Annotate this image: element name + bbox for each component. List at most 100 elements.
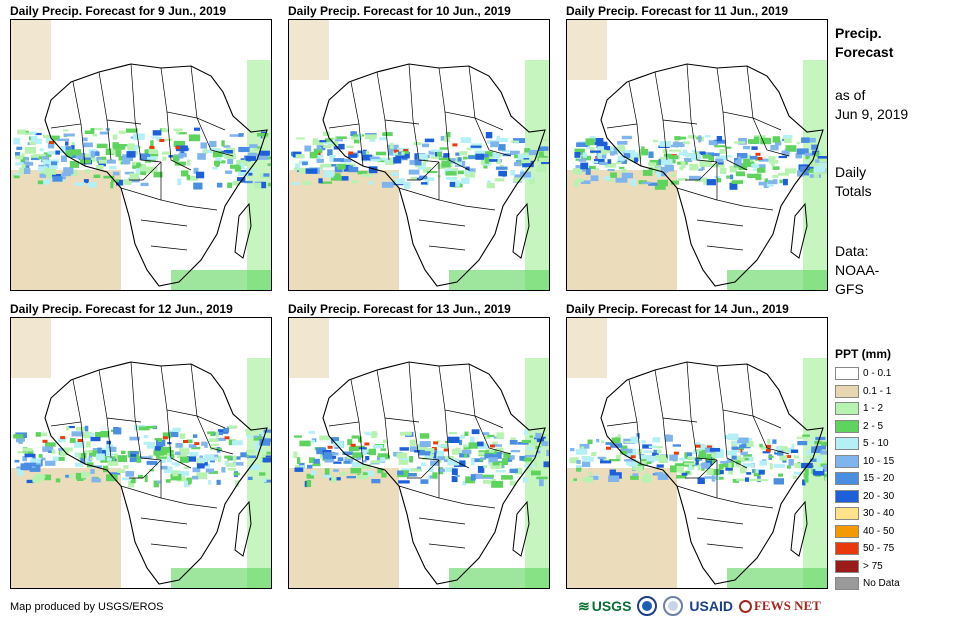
country-border: [696, 219, 744, 227]
precip-cell: [778, 156, 787, 159]
precip-cell: [446, 135, 451, 143]
precip-cell: [715, 155, 727, 161]
precip-cell: [21, 164, 26, 171]
precip-cell: [522, 477, 528, 483]
precip-cell: [599, 457, 604, 461]
precip-cell: [496, 159, 501, 165]
country-border: [160, 67, 198, 119]
precip-cell: [624, 441, 636, 443]
precip-cell: [485, 132, 493, 139]
precip-cell: [719, 470, 724, 475]
precip-cell: [430, 156, 440, 159]
precip-cell: [421, 143, 430, 148]
precip-cell: [354, 137, 360, 144]
precip-map: [288, 317, 550, 589]
precip-cell: [491, 444, 502, 447]
precip-cell: [679, 457, 686, 461]
precip-cell: [574, 180, 579, 187]
precip-cell: [90, 436, 101, 442]
precip-cell: [368, 181, 374, 185]
precip-cell: [65, 474, 70, 478]
precip-cell: [526, 446, 534, 451]
precip-cell: [596, 438, 600, 443]
precip-cell: [783, 447, 795, 453]
country-border: [407, 161, 440, 181]
precip-cell: [527, 429, 532, 433]
precip-cell: [245, 454, 249, 458]
precip-cell: [578, 158, 587, 162]
precip-cell: [357, 150, 361, 154]
precip-cell: [330, 437, 339, 444]
precip-cell: [624, 459, 636, 462]
precip-cell: [215, 431, 219, 437]
precip-cell: [216, 448, 223, 451]
precip-cell: [804, 468, 809, 476]
precip-cell: [522, 163, 528, 168]
precip-cell: [377, 453, 389, 458]
precip-cell: [777, 446, 788, 452]
precip-cell: [621, 168, 627, 174]
precip-cell: [597, 146, 610, 152]
precip-cell: [382, 132, 393, 137]
precip-cell: [814, 445, 826, 450]
precip-cell: [479, 459, 483, 462]
precip-cell: [18, 440, 23, 444]
precip-cell: [735, 171, 745, 177]
legend-swatch: [835, 507, 859, 521]
precip-cell: [676, 475, 687, 479]
precip-map: [10, 317, 272, 589]
precip-cell: [794, 463, 804, 469]
precip-cell: [486, 183, 495, 189]
precip-cell: [538, 146, 549, 151]
nasa-logo-icon: [663, 596, 684, 616]
precip-cell: [308, 457, 315, 464]
precip-cell: [824, 477, 827, 482]
precip-cell: [388, 148, 397, 156]
precip-cell: [217, 429, 229, 434]
precip-cell: [610, 172, 617, 178]
precip-cell: [244, 180, 253, 184]
precip-cell: [76, 426, 85, 431]
precip-cell: [433, 448, 438, 454]
precip-cell: [83, 137, 88, 142]
precip-cell: [362, 459, 367, 463]
precip-cell: [294, 467, 304, 472]
precip-cell: [797, 441, 808, 446]
legend-swatch: [835, 559, 859, 573]
precip-cell: [292, 182, 300, 185]
precip-cell: [178, 152, 187, 158]
precip-cell: [492, 441, 498, 446]
precip-cell: [524, 454, 536, 458]
precip-cell: [130, 451, 139, 454]
precip-cell: [698, 454, 707, 459]
precip-cell: [718, 463, 724, 470]
precip-cell: [351, 435, 360, 439]
precip-cell: [63, 129, 69, 132]
precip-cell: [820, 441, 827, 446]
precip-cell: [96, 143, 108, 149]
precip-cell: [459, 151, 468, 156]
precip-cell: [573, 478, 577, 481]
precip-cell: [517, 442, 529, 445]
precip-cell: [88, 182, 97, 188]
precip-cell: [83, 142, 93, 148]
precip-cell: [140, 170, 147, 176]
africa-outline: [600, 63, 824, 287]
precip-cell: [449, 432, 458, 435]
precip-cell: [52, 176, 63, 182]
precip-cell: [768, 455, 774, 458]
precip-cell: [13, 137, 21, 145]
precip-cell: [154, 438, 160, 441]
legend-label: 50 - 75: [863, 543, 895, 555]
precip-cell: [127, 143, 135, 150]
precip-cell: [207, 480, 212, 485]
precip-cell: [685, 470, 690, 475]
precip-cell: [670, 173, 676, 177]
heavy-precip-cell: [194, 442, 200, 446]
precip-cell: [543, 138, 549, 141]
precip-cell: [304, 145, 312, 152]
precip-cell: [411, 177, 424, 180]
precip-cell: [530, 439, 537, 446]
precip-cell: [793, 471, 801, 475]
heavy-precip-cell: [433, 441, 439, 445]
